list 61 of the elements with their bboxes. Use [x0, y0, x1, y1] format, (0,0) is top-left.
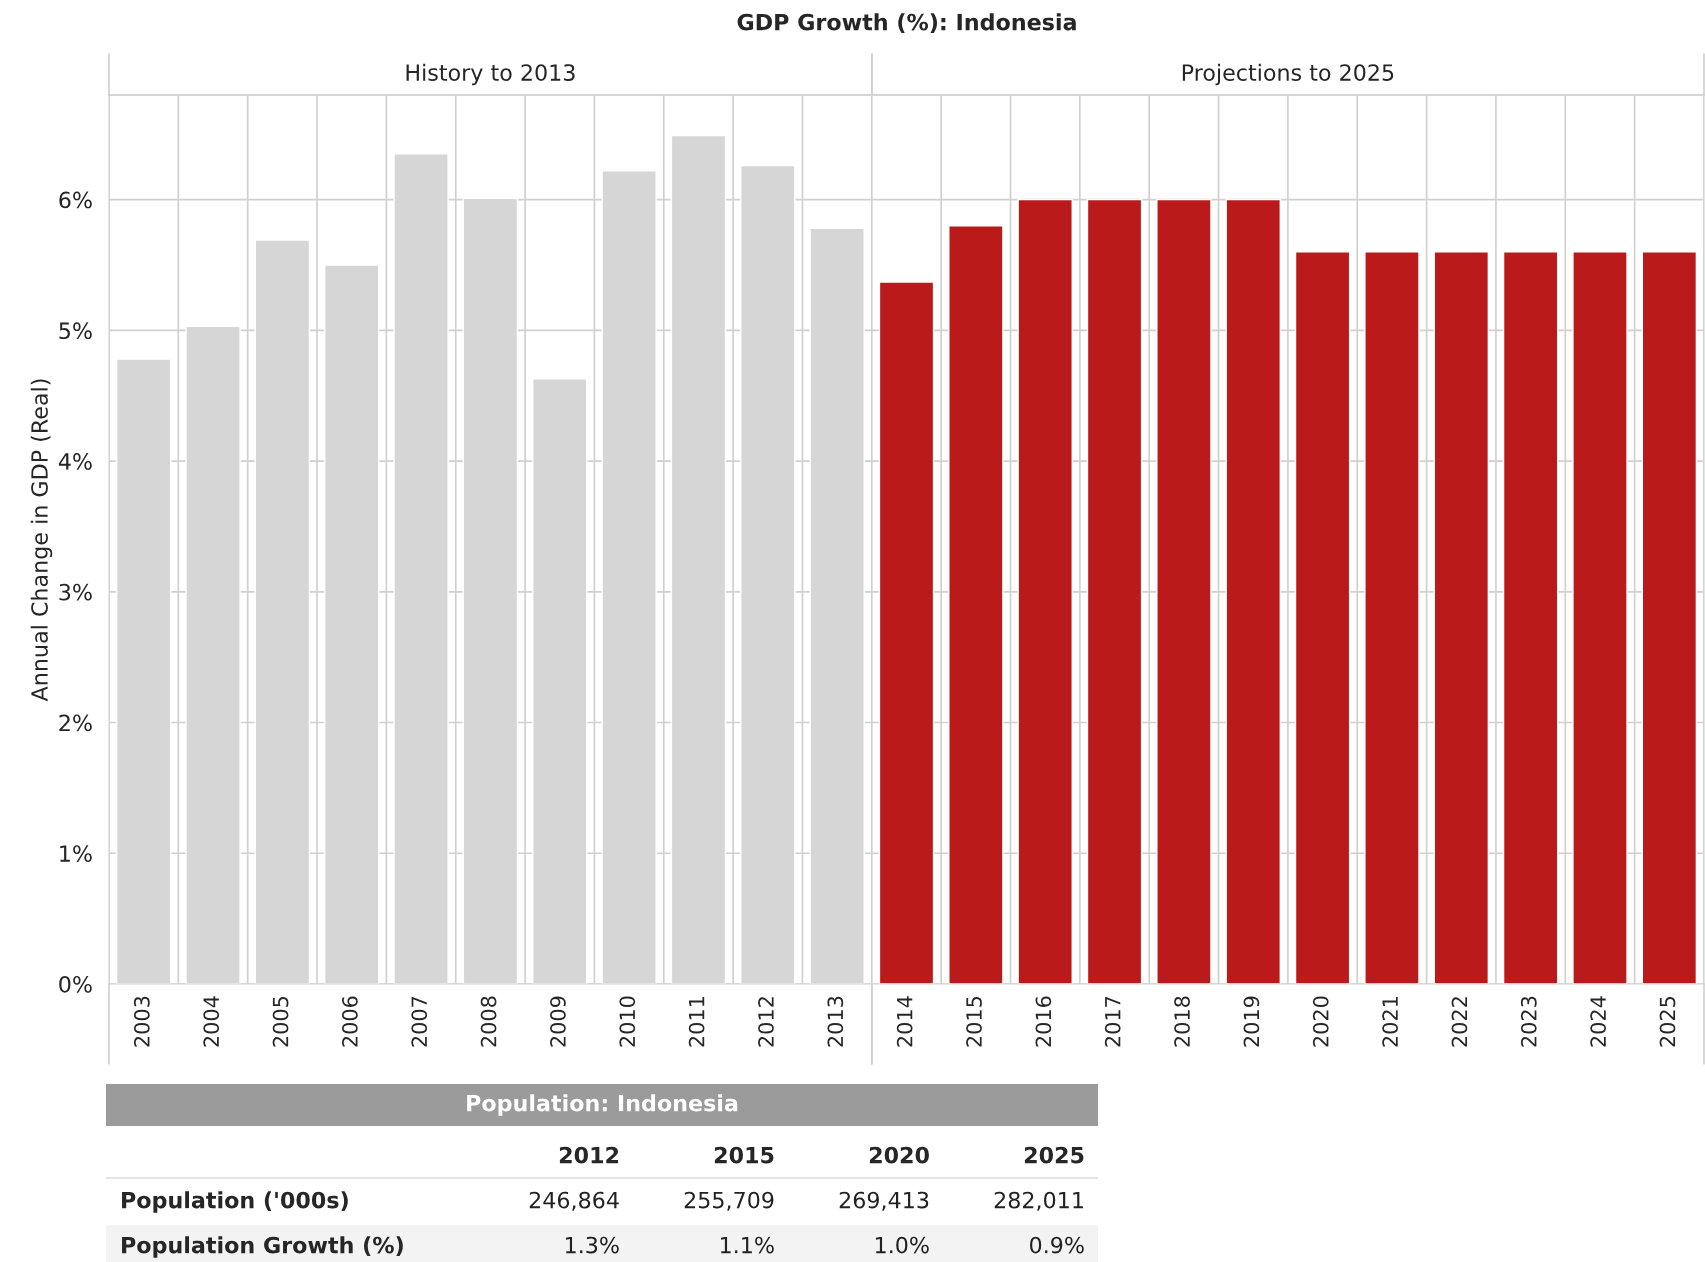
text: Projections to 2025 — [1182, 63, 1394, 86]
data-label: 1.0% — [875, 1236, 929, 1254]
y-tick-label: 3% — [59, 583, 92, 601]
bar — [1433, 251, 1490, 984]
text: Population: Indonesia — [467, 1094, 738, 1116]
category-label: 2020 — [869, 1146, 929, 1164]
y-tick-label: 1% — [60, 845, 92, 863]
data-label: 246,864 — [529, 1191, 619, 1211]
text: History to 2013 — [406, 63, 575, 86]
data-label: 282,011 — [994, 1191, 1083, 1211]
data-label: 0.9% — [1030, 1236, 1084, 1254]
category-label: 2025 — [1024, 1146, 1084, 1164]
bar — [1572, 251, 1628, 984]
x-tick-label: 2020 — [1312, 996, 1329, 1047]
x-tick-label: 2004 — [203, 996, 220, 1047]
y-tick-label: 4% — [58, 453, 92, 470]
x-tick-label: 2003 — [133, 996, 150, 1047]
x-tick-label: 2014 — [896, 996, 913, 1047]
x-tick-label: 2021 — [1382, 997, 1398, 1047]
x-tick-label: 2006 — [342, 996, 358, 1047]
bar — [1294, 251, 1351, 984]
data-label: 1.3% — [565, 1236, 619, 1254]
y-tick-label: 0% — [59, 975, 92, 993]
x-tick-label: 2017 — [1104, 996, 1121, 1047]
data-label: 269,413 — [839, 1191, 929, 1211]
x-tick-label: 2009 — [550, 996, 566, 1047]
y-tick-label: 2% — [59, 714, 92, 732]
bar — [1364, 251, 1420, 984]
bar — [1225, 198, 1281, 984]
y-tick-label: 5% — [59, 322, 92, 340]
data-label: 255,709 — [684, 1191, 774, 1211]
x-tick-label: 2025 — [1659, 996, 1676, 1047]
data-label: 1.1% — [720, 1236, 774, 1254]
text: Population ('000s) — [122, 1191, 348, 1213]
y-tick-label: 6% — [59, 191, 92, 209]
bar — [1156, 198, 1212, 984]
category-label: 2015 — [714, 1146, 774, 1164]
x-tick-label: 2008 — [480, 996, 497, 1047]
x-tick-label: 2005 — [272, 996, 289, 1047]
bar — [948, 225, 1004, 984]
chart-title: GDP Growth (%): Indonesia — [737, 13, 1076, 34]
bar — [1641, 251, 1698, 984]
x-tick-label: 2015 — [966, 996, 982, 1047]
x-tick-label: 2022 — [1451, 997, 1468, 1047]
bar — [1017, 198, 1073, 984]
x-tick-label: 2013 — [827, 996, 844, 1047]
x-tick-label: 2018 — [1174, 996, 1190, 1047]
x-tick-label: 2011 — [688, 997, 705, 1047]
bar — [878, 281, 935, 984]
x-tick-label: 2007 — [411, 996, 428, 1047]
bar — [1502, 251, 1559, 984]
x-tick-label: 2010 — [619, 996, 636, 1047]
x-tick-label: 2024 — [1590, 996, 1607, 1047]
x-tick-label: 2023 — [1520, 996, 1537, 1047]
x-tick-label: 2016 — [1035, 996, 1052, 1047]
x-tick-label: 2012 — [758, 997, 774, 1047]
bar — [1086, 198, 1143, 984]
x-tick-label: 2019 — [1243, 996, 1260, 1047]
y-axis-title: Annual Change in GDP (Real) — [30, 379, 53, 702]
category-label: 2012 — [559, 1146, 619, 1164]
series-label: Population Growth (%) — [122, 1236, 403, 1258]
